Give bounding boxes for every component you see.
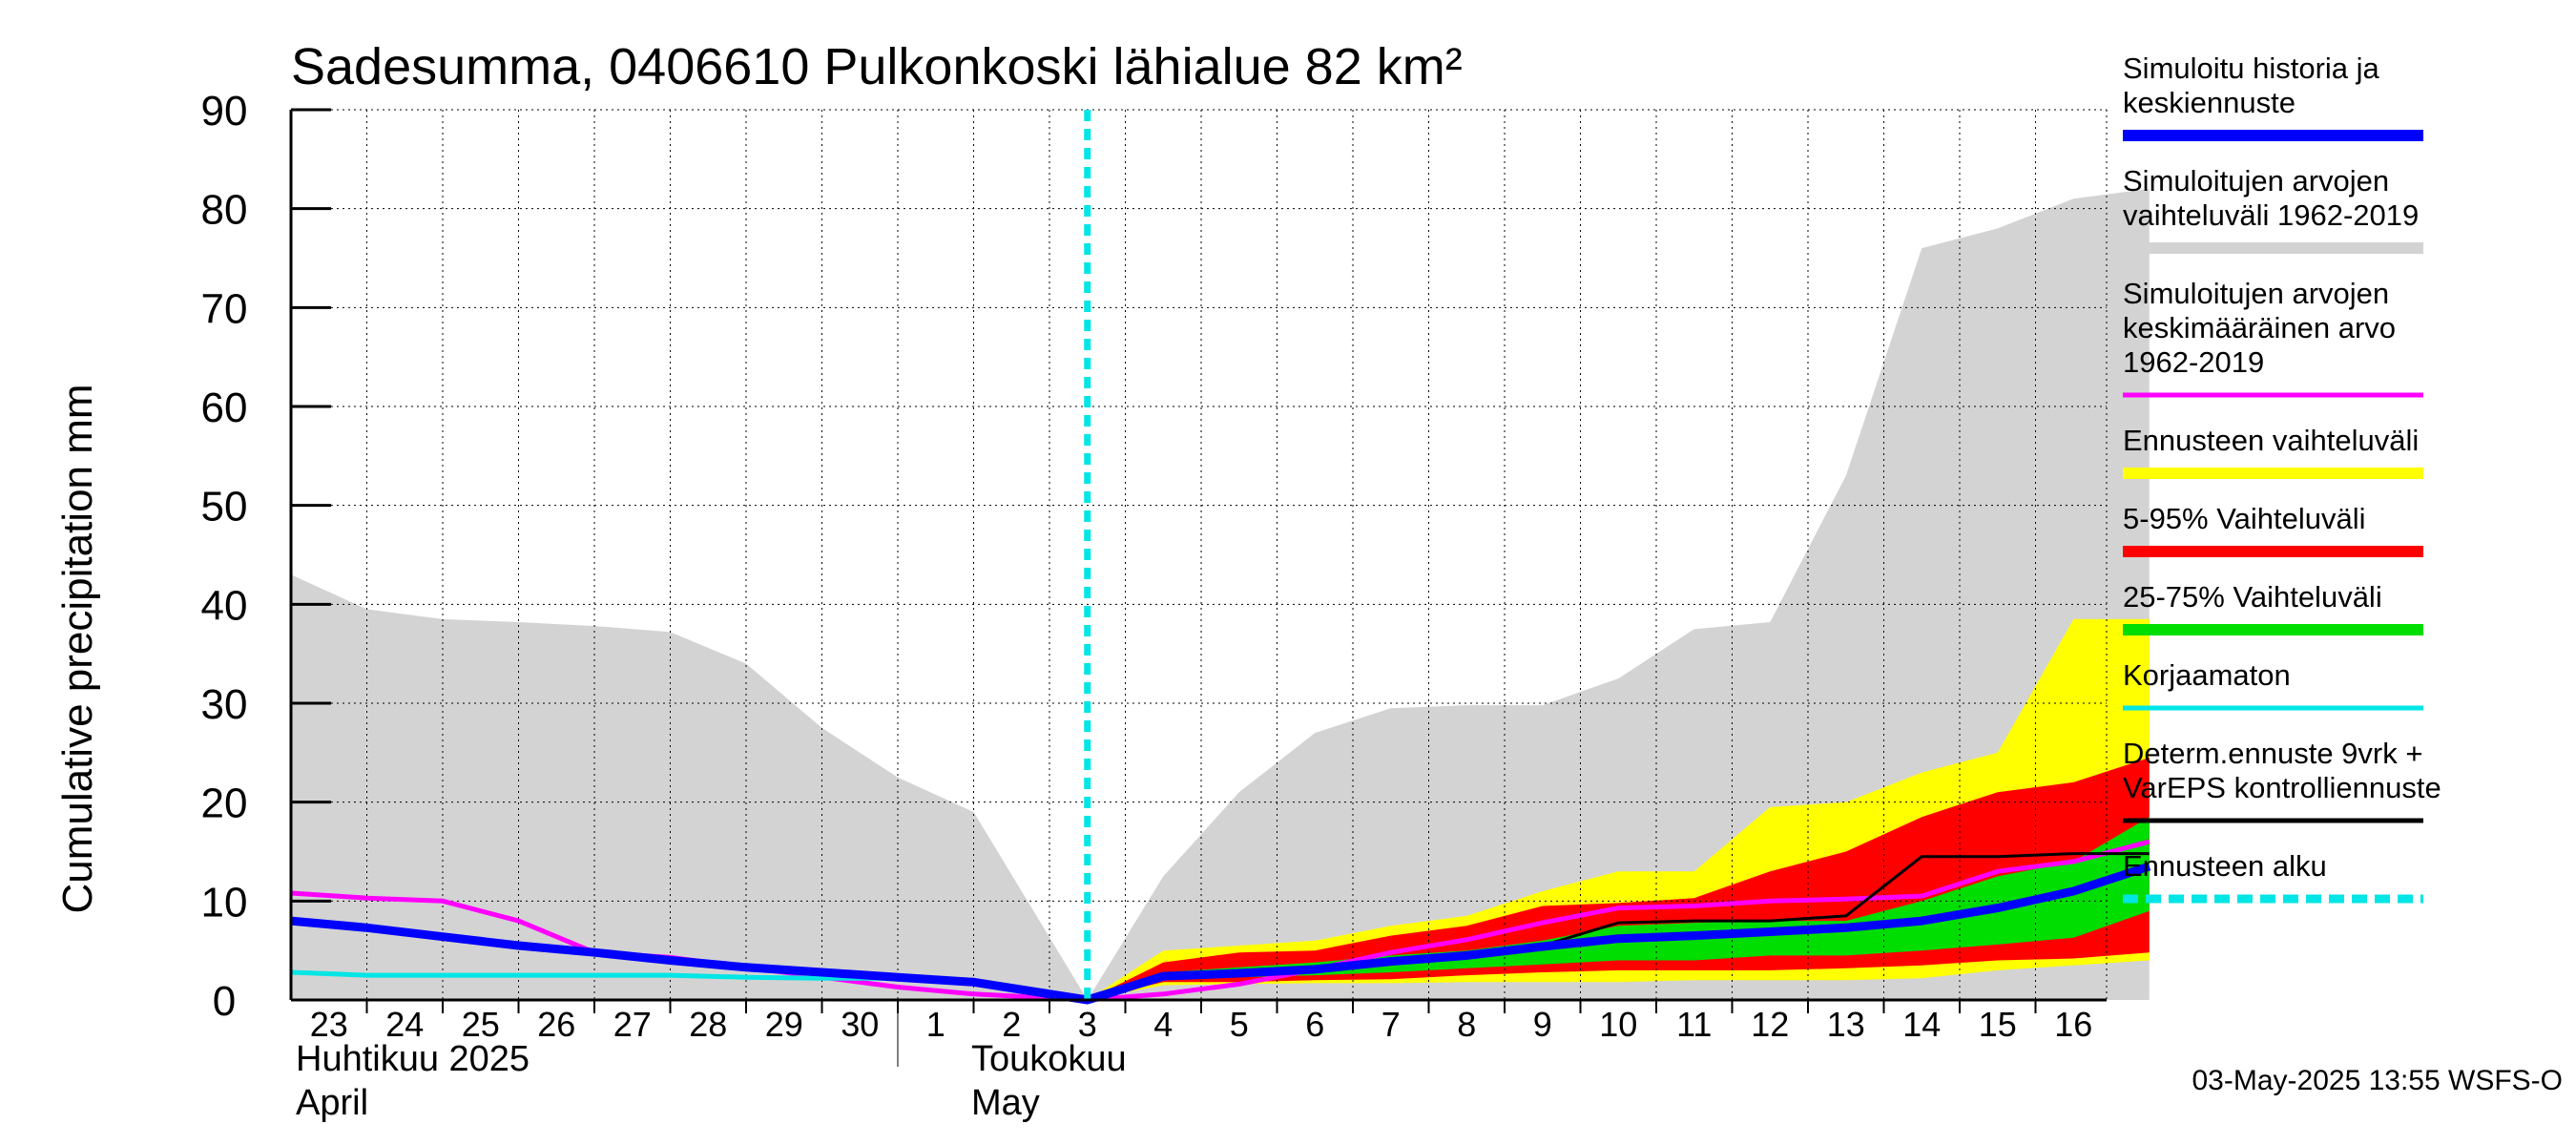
x-tick-label: 27: [613, 1005, 652, 1044]
x-tick-label: 29: [765, 1005, 803, 1044]
legend-label: Determ.ennuste 9vrk +: [2123, 737, 2422, 770]
x-tick-label: 25: [462, 1005, 500, 1044]
y-axis: 0 10 20 30 40 50 60 70 80 90: [201, 88, 331, 1025]
legend-label: Ennusteen alku: [2123, 849, 2327, 883]
month-label-april-fi: Huhtikuu 2025: [296, 1039, 530, 1079]
month-label-may-en: May: [971, 1083, 1040, 1123]
chart-legend: Simuloitu historia jakeskiennusteSimuloi…: [2123, 52, 2441, 904]
x-tick-label: 12: [1751, 1005, 1789, 1044]
x-tick-label: 16: [2054, 1005, 2092, 1044]
x-tick-label: 30: [841, 1005, 879, 1044]
y-tick-label: 20: [201, 781, 248, 827]
plot-area: [290, 109, 2151, 1005]
month-label-may-fi: Toukokuu: [971, 1039, 1127, 1079]
y-tick-label: 60: [201, 385, 248, 431]
legend-item-3: Ennusteen vaihteluväli: [2123, 424, 2423, 479]
legend-label: keskimääräinen arvo: [2123, 311, 2396, 344]
x-tick-label: 4: [1153, 1005, 1173, 1044]
legend-item-6: Korjaamaton: [2123, 658, 2423, 711]
x-tick-label: 1: [926, 1005, 945, 1044]
x-tick-label: 8: [1457, 1005, 1476, 1044]
legend-label: vaihteluväli 1962-2019: [2123, 198, 2419, 232]
timestamp: 03-May-2025 13:55 WSFS-O: [2192, 1065, 2564, 1096]
legend-label: 1962-2019: [2123, 345, 2264, 379]
x-tick-label: 24: [385, 1005, 424, 1044]
legend-label: Simuloitu historia ja: [2123, 52, 2380, 85]
y-tick-label: 70: [201, 285, 248, 332]
x-tick-label: 28: [689, 1005, 727, 1044]
legend-label: VarEPS kontrolliennuste: [2123, 771, 2441, 804]
legend-item-8: Ennusteen alku: [2123, 849, 2423, 904]
chart-title: Sadesumma, 0406610 Pulkonkoski lähialue …: [291, 38, 1463, 95]
legend-item-7: Determ.ennuste 9vrk +VarEPS kontrollienn…: [2123, 737, 2441, 823]
y-tick-label: 0: [213, 978, 236, 1025]
band-0: [291, 188, 2150, 1000]
x-axis: 23 24 25 26 27 28 29 30 1 2 3 4 5 6 7 8 9 10 11 12 13 14 15 16: [291, 998, 2107, 1067]
x-tick-label: 26: [537, 1005, 575, 1044]
x-tick-label: 9: [1533, 1005, 1552, 1044]
x-tick-label: 2: [1002, 1005, 1021, 1044]
y-axis-label: Cumulative precipitation mm: [54, 384, 101, 913]
x-tick-label: 11: [1676, 1005, 1712, 1044]
legend-label: 5-95% Vaihteluväli: [2123, 502, 2365, 535]
y-tick-label: 30: [201, 681, 248, 728]
y-tick-label: 10: [201, 879, 248, 926]
month-labels: Huhtikuu 2025 April Toukokuu May: [296, 1039, 1127, 1123]
x-tick-label: 7: [1381, 1005, 1401, 1044]
x-tick-label: 3: [1078, 1005, 1097, 1044]
x-tick-label: 14: [1902, 1005, 1941, 1044]
band-3: [1087, 817, 2150, 1000]
legend-item-4: 5-95% Vaihteluväli: [2123, 502, 2423, 557]
x-tick-label: 10: [1599, 1005, 1637, 1044]
legend-label: Ennusteen vaihteluväli: [2123, 424, 2419, 457]
legend-label: Korjaamaton: [2123, 658, 2291, 692]
month-label-april-en: April: [296, 1083, 368, 1123]
x-tick-label: 13: [1827, 1005, 1865, 1044]
legend-item-5: 25-75% Vaihteluväli: [2123, 580, 2423, 635]
y-tick-label: 50: [201, 484, 248, 531]
y-tick-label: 40: [201, 582, 248, 629]
x-tick-label: 23: [310, 1005, 348, 1044]
series-line-3: [290, 862, 2151, 1005]
x-tick-label: 6: [1305, 1005, 1324, 1044]
x-tick-label: 5: [1230, 1005, 1249, 1044]
legend-label: Simuloitujen arvojen: [2123, 277, 2389, 310]
y-tick-label: 90: [201, 88, 248, 135]
legend-label: 25-75% Vaihteluväli: [2123, 580, 2382, 614]
legend-label: keskiennuste: [2123, 86, 2296, 119]
y-tick-label: 80: [201, 187, 248, 234]
legend-label: Simuloitujen arvojen: [2123, 164, 2389, 198]
x-tick-label: 15: [1979, 1005, 2017, 1044]
